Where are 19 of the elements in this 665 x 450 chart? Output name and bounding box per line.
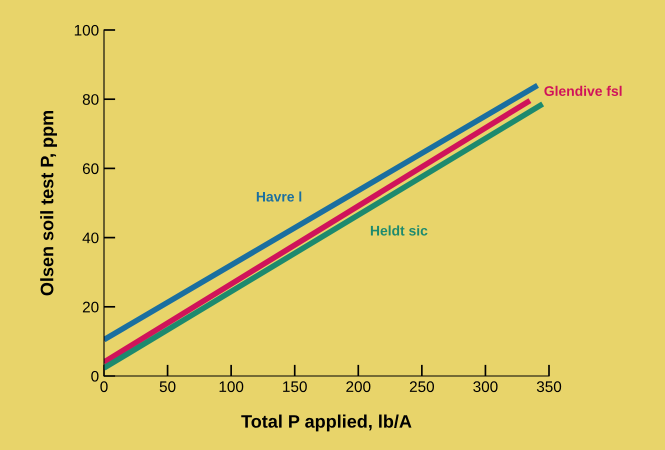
y-tick-label: 60: [82, 163, 99, 174]
y-tick-label: 20: [82, 302, 99, 312]
series-label: Havre l: [256, 191, 302, 202]
x-tick-label: 50: [160, 381, 176, 392]
x-tick-label: 350: [536, 381, 562, 392]
y-axis-title: Olsen soil test P, ppm: [40, 110, 57, 296]
x-tick-label: 250: [410, 381, 434, 392]
x-tick-label: 0: [100, 381, 108, 392]
y-tick-label: 40: [82, 232, 99, 244]
y-tick-label: 100: [74, 24, 99, 36]
series-label: Glendive fsl: [544, 86, 622, 96]
x-tick-label: 300: [473, 381, 498, 392]
x-tick-label: 150: [283, 381, 307, 392]
x-axis-title: Total P applied, lb/A: [241, 414, 412, 432]
y-tick-label: 80: [82, 94, 99, 105]
x-tick-label: 200: [346, 381, 370, 392]
series-label: Heldt sic: [370, 225, 428, 236]
y-tick-label: 0: [91, 370, 99, 382]
x-tick-label: 100: [220, 381, 244, 392]
